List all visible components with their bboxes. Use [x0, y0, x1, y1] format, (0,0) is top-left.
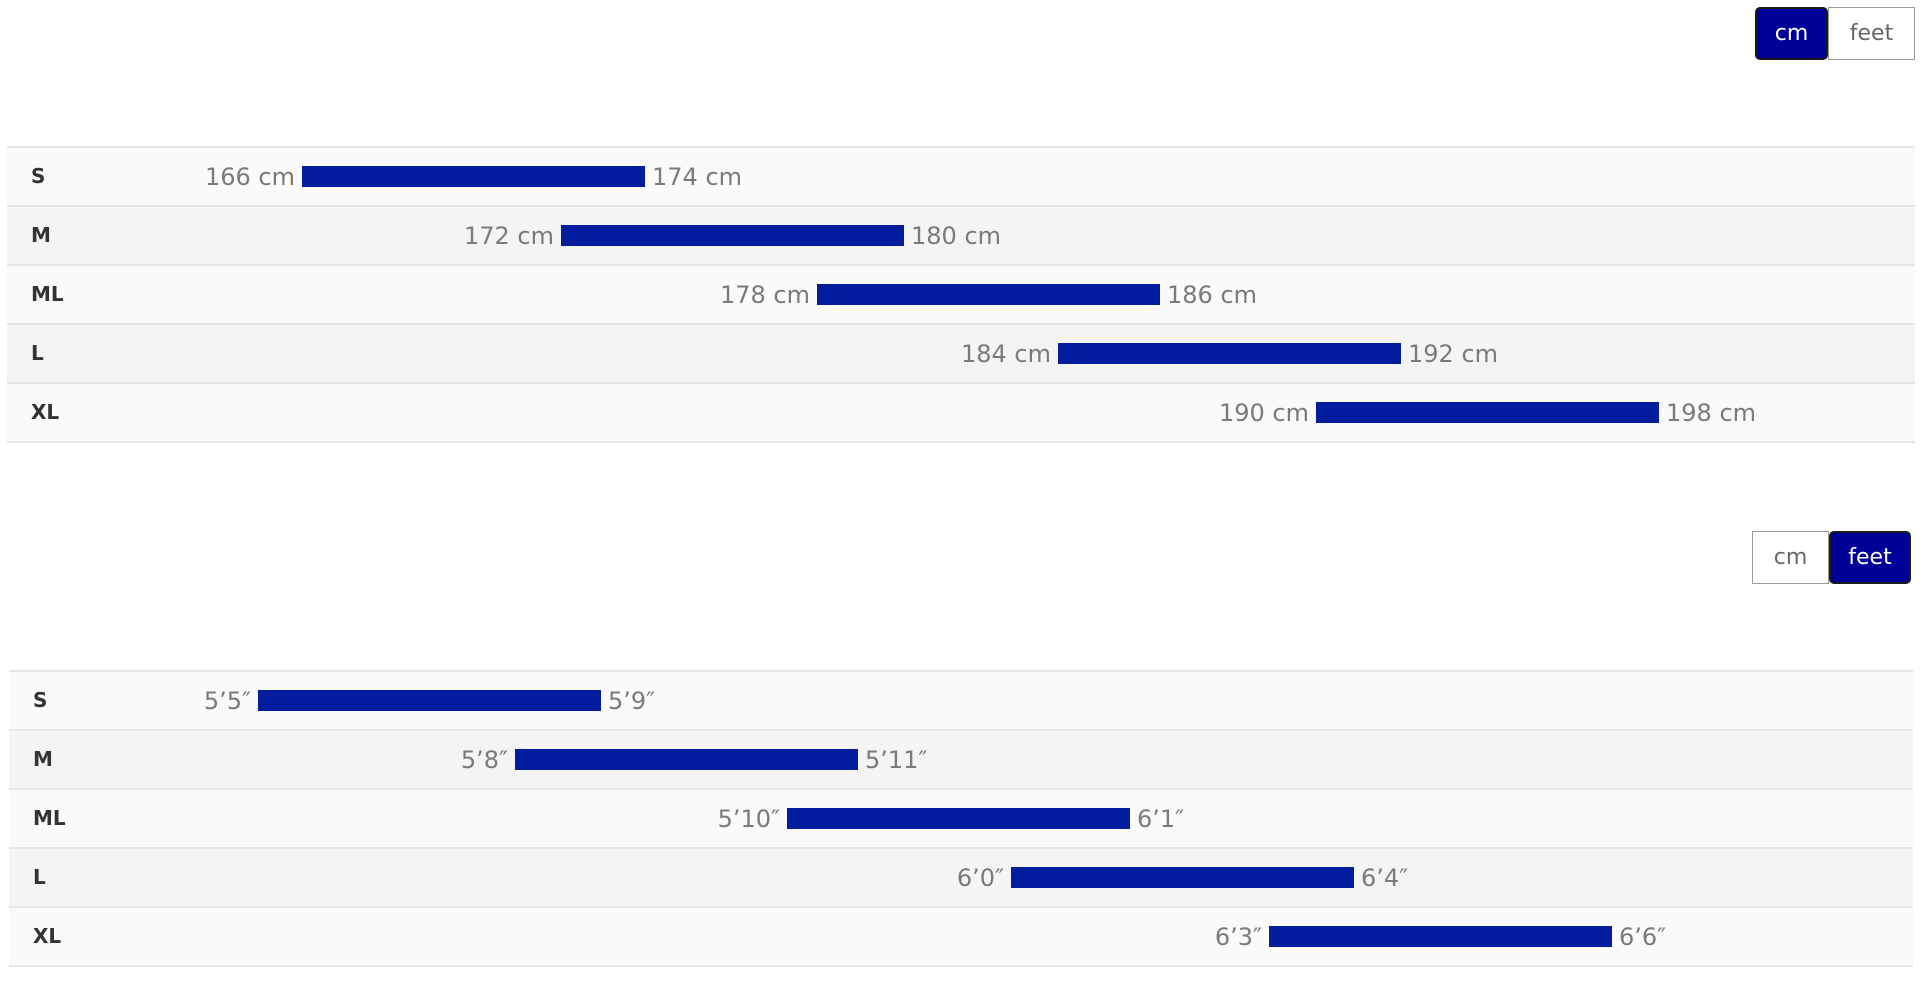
min-height: 6’3″ — [1214, 922, 1262, 951]
table-row: ML 5’10″ 6’1″ — [9, 790, 1913, 849]
size-label: S — [33, 688, 48, 712]
min-height: 178 cm — [719, 280, 810, 309]
range-bar — [302, 166, 645, 187]
min-height: 6’0″ — [956, 863, 1004, 892]
table-row: L 184 cm 192 cm — [7, 325, 1915, 384]
feet-button[interactable]: feet — [1829, 531, 1911, 584]
height-range: 184 cm 192 cm — [961, 325, 1498, 382]
height-range: 178 cm 186 cm — [720, 266, 1257, 323]
size-chart-metric: S 166 cm 174 cm M 172 cm 180 cm ML 178 c… — [7, 146, 1915, 443]
height-range: 6’3″ 6’6″ — [1215, 908, 1666, 965]
height-range: 172 cm 180 cm — [464, 207, 1001, 264]
max-height: 6’6″ — [1619, 922, 1667, 951]
table-row: S 166 cm 174 cm — [7, 148, 1915, 207]
height-range: 5’10″ 6’1″ — [718, 790, 1185, 847]
min-height: 172 cm — [463, 221, 554, 250]
table-row: XL 190 cm 198 cm — [7, 384, 1915, 443]
range-bar — [1011, 867, 1354, 888]
range-bar — [1316, 402, 1659, 423]
min-height: 5’10″ — [717, 804, 780, 833]
size-label: M — [31, 223, 51, 247]
size-label: L — [31, 341, 44, 365]
range-bar — [1269, 926, 1612, 947]
max-height: 6’4″ — [1361, 863, 1409, 892]
range-bar — [258, 690, 601, 711]
height-range: 190 cm 198 cm — [1219, 384, 1756, 441]
max-height: 5’11″ — [865, 745, 928, 774]
range-bar — [787, 808, 1130, 829]
max-height: 6’1″ — [1137, 804, 1185, 833]
range-bar — [817, 284, 1160, 305]
size-label: ML — [31, 282, 64, 306]
cm-button[interactable]: cm — [1752, 531, 1829, 584]
min-height: 5’5″ — [203, 686, 251, 715]
size-label: ML — [33, 806, 66, 830]
height-range: 5’8″ 5’11″ — [461, 731, 928, 788]
unit-toggle-imperial: cm feet — [1752, 531, 1911, 584]
table-row: M 172 cm 180 cm — [7, 207, 1915, 266]
max-height: 5’9″ — [608, 686, 656, 715]
cm-button[interactable]: cm — [1755, 7, 1828, 60]
feet-button[interactable]: feet — [1828, 7, 1915, 60]
max-height: 186 cm — [1167, 280, 1258, 309]
min-height: 184 cm — [960, 339, 1051, 368]
range-bar — [1058, 343, 1401, 364]
size-label: L — [33, 865, 46, 889]
height-range: 166 cm 174 cm — [205, 148, 742, 205]
max-height: 198 cm — [1666, 398, 1757, 427]
height-range: 6’0″ 6’4″ — [957, 849, 1408, 906]
min-height: 190 cm — [1218, 398, 1309, 427]
table-row: S 5’5″ 5’9″ — [9, 672, 1913, 731]
range-bar — [515, 749, 858, 770]
size-label: M — [33, 747, 53, 771]
min-height: 166 cm — [204, 162, 295, 191]
table-row: XL 6’3″ 6’6″ — [9, 908, 1913, 967]
size-label: S — [31, 164, 46, 188]
height-range: 5’5″ 5’9″ — [204, 672, 655, 729]
table-row: L 6’0″ 6’4″ — [9, 849, 1913, 908]
min-height: 5’8″ — [460, 745, 508, 774]
unit-toggle-metric: cm feet — [1755, 7, 1915, 60]
range-bar — [561, 225, 904, 246]
table-row: ML 178 cm 186 cm — [7, 266, 1915, 325]
max-height: 174 cm — [652, 162, 743, 191]
size-chart-imperial: S 5’5″ 5’9″ M 5’8″ 5’11″ ML 5’10″ 6’1″ L… — [9, 670, 1913, 967]
table-row: M 5’8″ 5’11″ — [9, 731, 1913, 790]
size-label: XL — [31, 400, 60, 424]
size-label: XL — [33, 924, 62, 948]
max-height: 180 cm — [911, 221, 1002, 250]
max-height: 192 cm — [1408, 339, 1499, 368]
